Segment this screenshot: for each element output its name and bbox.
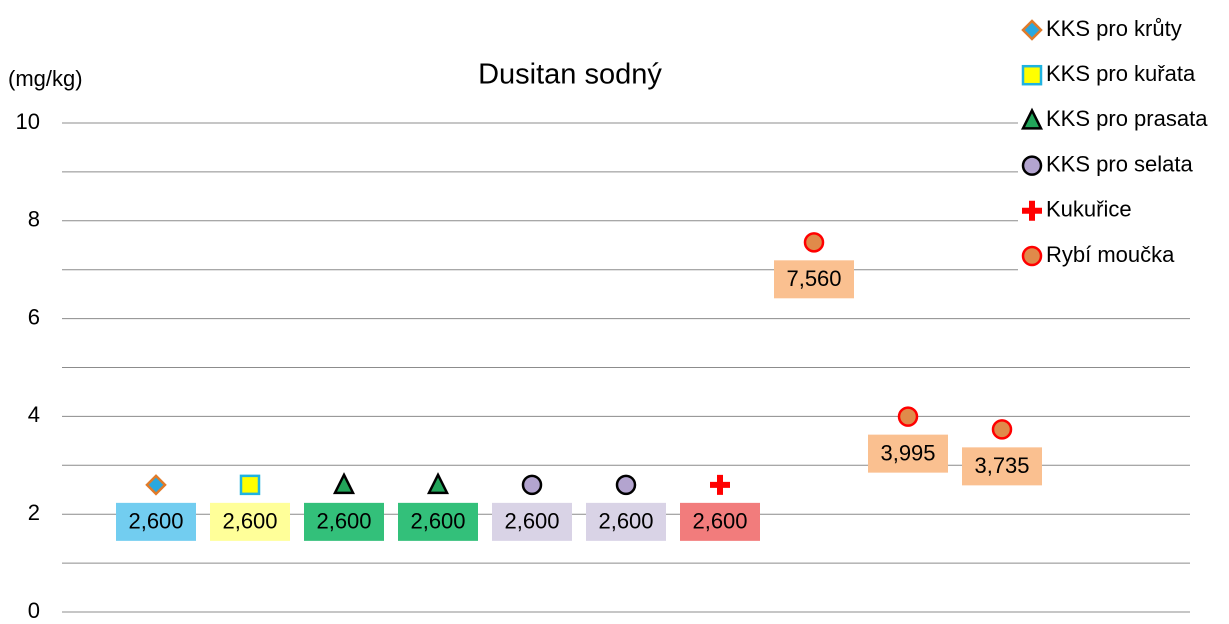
legend-bg — [1018, 59, 1218, 92]
data-label: 2,600 — [504, 509, 559, 534]
y-tick-label: 2 — [28, 500, 40, 525]
y-tick-label: 6 — [28, 304, 40, 329]
label-box — [116, 502, 196, 541]
y-tick-label: 10 — [16, 109, 40, 134]
point — [426, 472, 450, 495]
legend-label: KKS pro krůty — [1046, 16, 1182, 41]
data-label: 2,600 — [598, 509, 653, 534]
point — [239, 474, 261, 496]
data-label: 2,600 — [222, 509, 277, 534]
legend-bg — [1018, 240, 1218, 272]
legend-marker — [1020, 107, 1044, 130]
y-tick-label: 8 — [28, 207, 40, 232]
y-tick-label: 0 — [28, 598, 40, 619]
label-box — [492, 502, 572, 541]
legend-bg — [1018, 194, 1218, 227]
point — [991, 419, 1013, 440]
point — [332, 472, 356, 495]
legend-label: KKS pro prasata — [1046, 106, 1208, 131]
point — [710, 474, 730, 495]
y-axis-label: (mg/kg) — [8, 66, 83, 91]
point — [521, 474, 543, 496]
label-box — [868, 434, 948, 473]
point — [615, 474, 637, 496]
data-label: 3,735 — [974, 453, 1029, 478]
data-label: 3,995 — [880, 440, 935, 465]
label-box — [586, 502, 666, 541]
data-label: 2,600 — [692, 509, 747, 534]
y-tick-label: 4 — [28, 402, 40, 427]
point — [897, 406, 919, 427]
point — [145, 474, 167, 496]
legend-bg — [1018, 14, 1218, 46]
legend-label: Rybí moučka — [1046, 242, 1175, 267]
point — [803, 232, 825, 253]
chart-title: Dusitan sodný — [478, 59, 662, 91]
label-box — [304, 502, 384, 541]
legend-marker — [1021, 245, 1043, 267]
label-box — [398, 502, 478, 541]
label-box — [774, 260, 854, 299]
legend-marker — [1021, 155, 1043, 176]
data-label: 7,560 — [786, 266, 841, 291]
legend-marker — [1021, 19, 1043, 41]
label-box — [962, 447, 1042, 486]
legend-marker — [1022, 200, 1042, 221]
legend-bg — [1018, 104, 1218, 137]
legend-marker — [1021, 64, 1043, 86]
data-label: 2,600 — [410, 509, 465, 534]
legend-label: KKS pro kuřata — [1046, 61, 1196, 86]
legend-label: Kukuřice — [1046, 197, 1132, 222]
data-label: 2,600 — [128, 509, 183, 534]
legend-bg — [1018, 149, 1218, 182]
data-label: 2,600 — [316, 509, 371, 534]
legend-label: KKS pro selata — [1046, 151, 1194, 176]
label-box — [210, 502, 290, 541]
label-box — [680, 502, 760, 541]
